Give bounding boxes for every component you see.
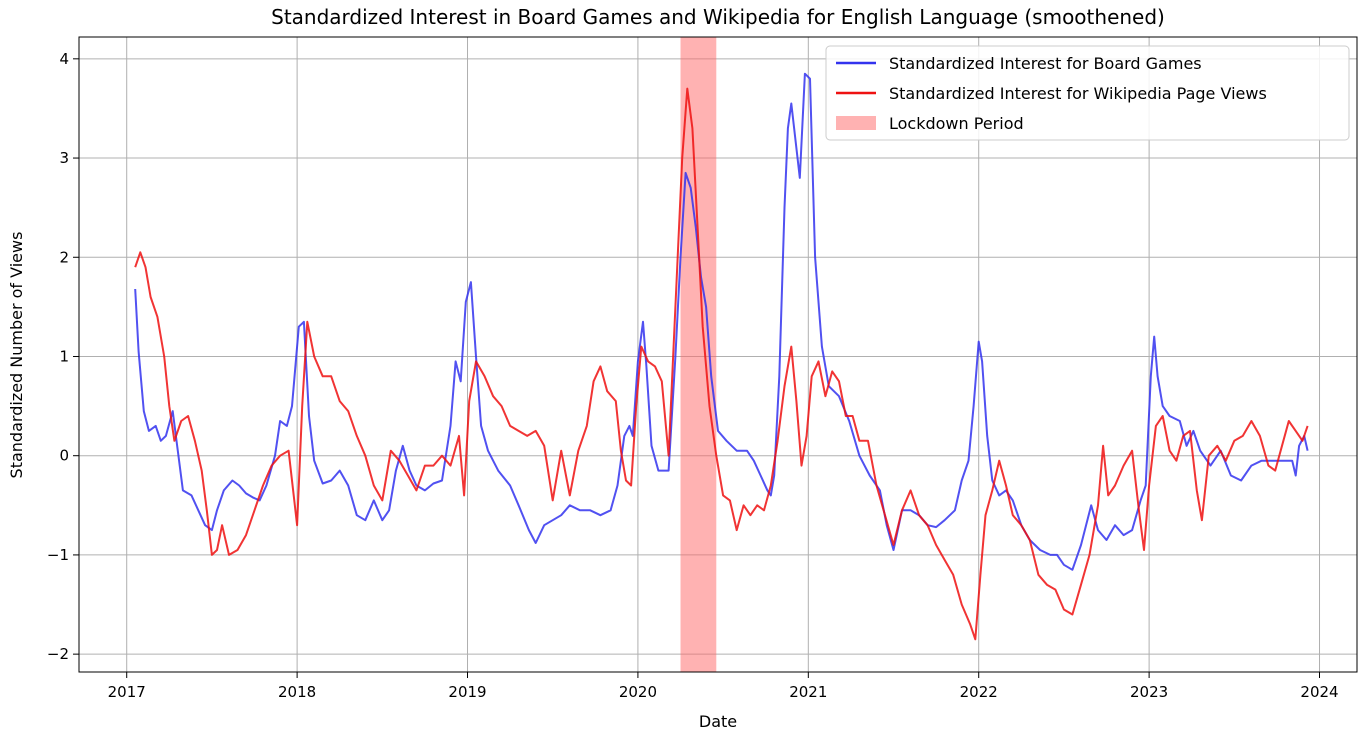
lockdown-shade-layer (680, 37, 717, 672)
x-tick-label: 2020 (619, 683, 657, 701)
x-tick-label: 2022 (960, 683, 998, 701)
y-tick-label: −2 (47, 645, 69, 663)
x-tick-label: 2021 (789, 683, 827, 701)
x-axis-label: Date (699, 712, 737, 731)
legend-wikipedia-label: Standardized Interest for Wikipedia Page… (889, 84, 1267, 103)
y-tick-label: −1 (47, 546, 69, 564)
lockdown-period-region (680, 37, 717, 672)
y-tick-label: 2 (59, 248, 69, 266)
plot-frame (78, 36, 1358, 673)
y-axis: −2 −1 0 1 2 3 4 (47, 50, 79, 663)
x-axis: 2017 2018 2019 2020 2021 2022 2023 2024 (108, 672, 1339, 701)
y-tick-label: 1 (59, 347, 69, 365)
x-tick-label: 2018 (278, 683, 316, 701)
legend: Standardized Interest for Board Games Sta… (825, 45, 1350, 141)
y-tick-label: 0 (59, 447, 69, 465)
y-axis-label: Standardized Number of Views (7, 232, 26, 479)
x-tick-label: 2019 (448, 683, 486, 701)
x-tick-label: 2017 (108, 683, 146, 701)
grid (79, 37, 1357, 672)
series-layer (134, 72, 1309, 641)
legend-lockdown-swatch (836, 116, 876, 130)
legend-box (825, 45, 1350, 141)
x-tick-label: 2023 (1130, 683, 1168, 701)
legend-lockdown-label: Lockdown Period (889, 114, 1024, 133)
y-tick-label: 4 (59, 50, 69, 68)
x-tick-label: 2024 (1300, 683, 1338, 701)
y-tick-label: 3 (59, 149, 69, 167)
series-line-wikipedia (134, 87, 1309, 641)
series-line-board-games (134, 72, 1309, 571)
chart-title: Standardized Interest in Board Games and… (271, 5, 1165, 29)
legend-board-games-label: Standardized Interest for Board Games (889, 54, 1202, 73)
